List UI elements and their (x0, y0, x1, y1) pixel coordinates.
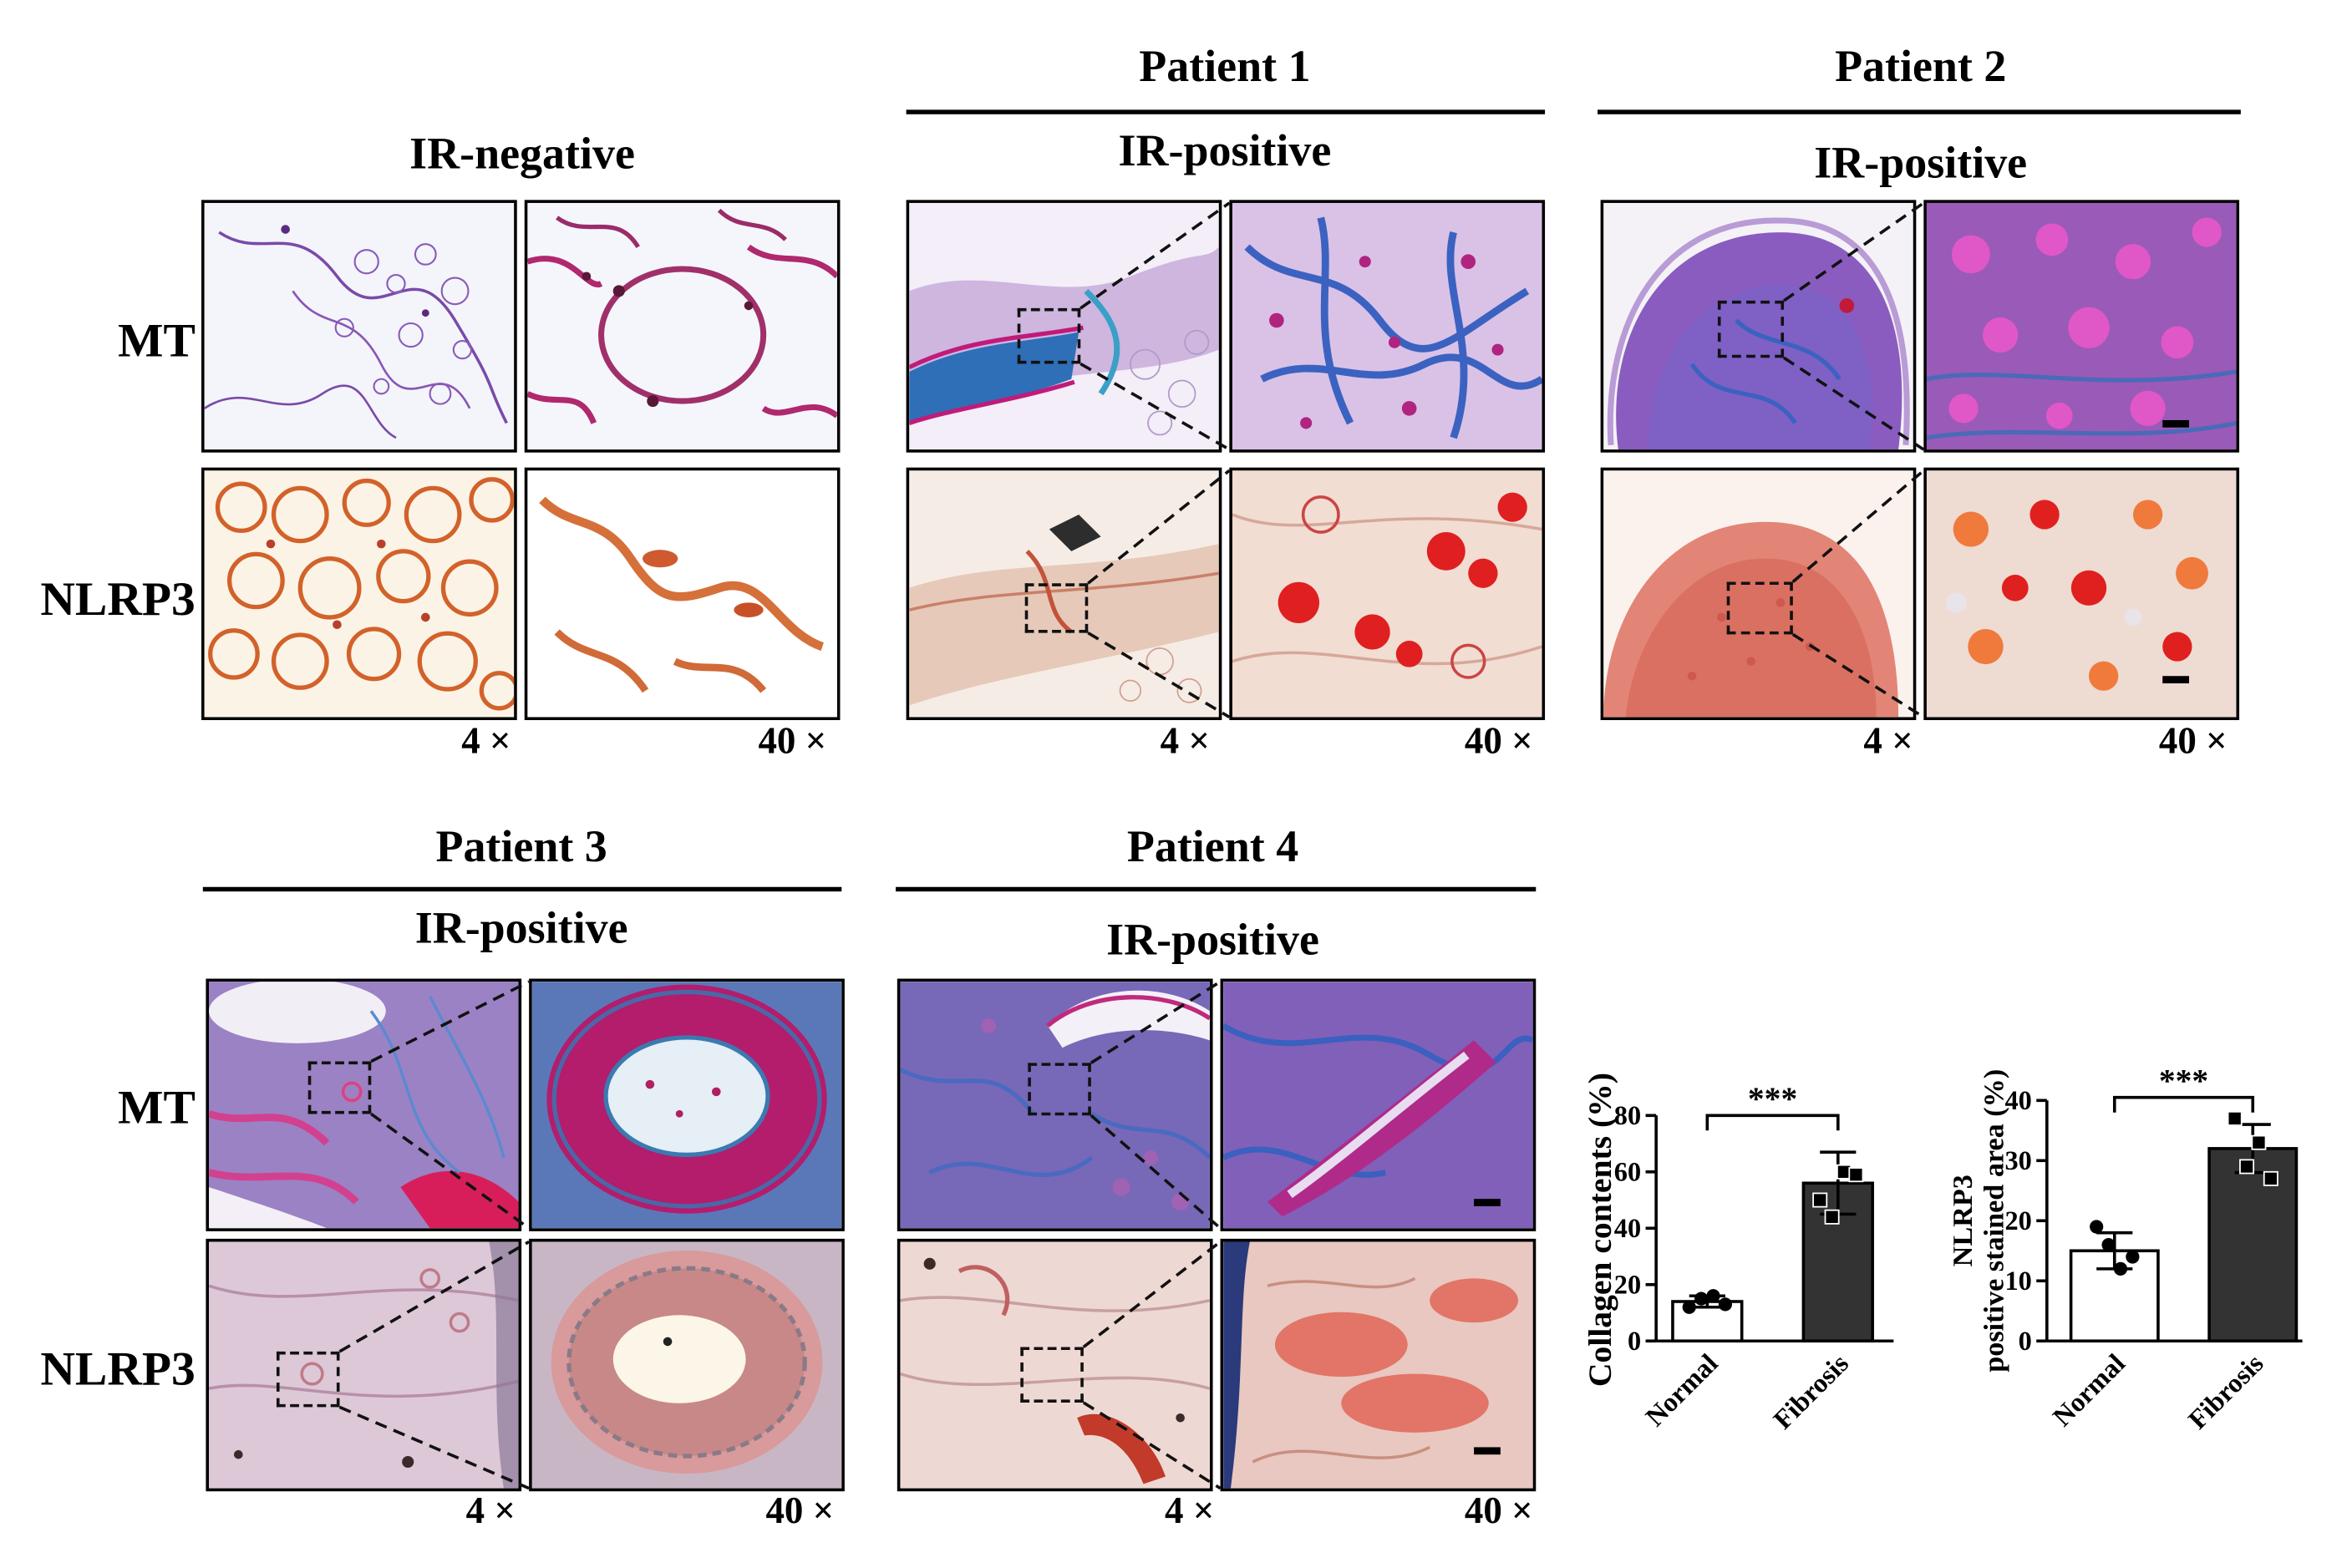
chart2-data-point (2113, 1261, 2128, 1276)
micrograph-patient4-nlrp3-40x (1220, 1238, 1537, 1492)
chart2-data-point (2090, 1220, 2104, 1234)
chart1-y-tick-label: 0 (1628, 1327, 1641, 1357)
row-label-mt-top: MT (118, 312, 196, 368)
chart2-x-label-fibrosis: Fibrosis (2182, 1348, 2269, 1435)
micrograph-ir-negative-mt-40x (524, 200, 841, 453)
mag-label-4x-ir-negative: 4 × (461, 721, 511, 763)
chart2-significance-bracket (2112, 1095, 2255, 1113)
micrograph-ir-negative-nlrp3-40x (524, 467, 841, 721)
micrograph-patient2-mt-40x (1923, 200, 2240, 453)
chart2-data-point (2101, 1237, 2116, 1252)
chart1-data-point (1706, 1289, 1720, 1303)
header-ir-positive-p2: IR-positive (1814, 138, 2028, 188)
micrograph-patient1-nlrp3-40x (1229, 467, 1546, 721)
row-label-nlrp3-bottom: NLRP3 (40, 1341, 196, 1396)
micrograph-patient2-nlrp3-40x (1923, 467, 2240, 721)
header-ir-negative: IR-negative (409, 129, 635, 180)
chart2-y-tick-label: 20 (2004, 1206, 2031, 1236)
micrograph-patient3-mt-40x (529, 978, 845, 1231)
mag-label-40x-patient3: 40 × (765, 1491, 835, 1532)
zoom-box-patient3-mt (307, 1061, 372, 1114)
micrograph-ir-negative-mt-4x (201, 200, 517, 453)
zoom-box-patient2-nlrp3 (1726, 581, 1793, 635)
chart1-y-tick-label: 40 (1614, 1214, 1641, 1244)
chart1-data-point (1812, 1192, 1828, 1208)
chart1-significance-bracket (1705, 1114, 1840, 1131)
chart1-data-point (1824, 1209, 1840, 1225)
chart1-data-point (1848, 1167, 1864, 1183)
zoom-box-patient4-mt (1028, 1063, 1091, 1116)
chart1-data-point (1682, 1300, 1696, 1314)
header-patient-3: Patient 3 (435, 822, 607, 872)
mag-label-4x-patient2: 4 × (1863, 721, 1913, 763)
chart2-bar-fibrosis (2207, 1147, 2299, 1343)
patient-4-rule (896, 886, 1537, 892)
row-label-nlrp3-top: NLRP3 (40, 571, 196, 626)
chart2-y-tick-label: 0 (2019, 1327, 2032, 1357)
chart2-y-tick-label: 40 (2004, 1086, 2031, 1116)
micrograph-patient4-mt-40x (1220, 978, 1537, 1231)
mag-label-4x-patient1: 4 × (1160, 721, 1210, 763)
micrograph-ir-negative-nlrp3-4x (201, 467, 517, 721)
chart2-y-tick-label: 30 (2004, 1146, 2031, 1176)
chart1-plot-area: 0 20 40 60 80 Normal Fibrosis *** (1614, 1080, 1894, 1435)
header-ir-positive-p3: IR-positive (414, 903, 628, 953)
chart1-y-tick-label: 20 (1614, 1271, 1641, 1301)
chart1-significance-label: *** (1748, 1080, 1797, 1117)
chart1-y-tick-label: 60 (1614, 1158, 1641, 1188)
mag-label-40x-patient4: 40 × (1464, 1491, 1533, 1532)
micrograph-patient1-mt-40x (1229, 200, 1546, 453)
chart2-significance-label: *** (2159, 1063, 2208, 1099)
chart2-data-point (2126, 1250, 2140, 1264)
patient-2-rule (1598, 109, 2241, 114)
mag-label-4x-patient4: 4 × (1164, 1491, 1215, 1532)
micrograph-patient3-nlrp3-4x (206, 1238, 522, 1492)
chart1-x-label-fibrosis: Fibrosis (1768, 1348, 1855, 1435)
header-patient-4: Patient 4 (1126, 822, 1299, 872)
zoom-box-patient1-mt (1017, 307, 1081, 364)
chart1-data-point (1694, 1291, 1709, 1306)
row-label-mt-bottom: MT (118, 1079, 196, 1134)
collagen-contents-chart: Collagen contents (%) 0 20 40 60 80 Normal Fib… (1582, 1073, 1894, 1435)
header-patient-2: Patient 2 (1835, 42, 2007, 92)
zoom-box-patient3-nlrp3 (276, 1351, 340, 1408)
zoom-box-patient4-nlrp3 (1020, 1347, 1084, 1403)
chart1-data-point (1718, 1297, 1733, 1312)
chart2-data-point (2239, 1159, 2255, 1175)
mag-label-40x-patient1: 40 × (1464, 721, 1533, 763)
zoom-box-patient1-nlrp3 (1024, 583, 1089, 633)
mag-label-40x-ir-negative: 40 × (758, 721, 827, 763)
header-patient-1: Patient 1 (1139, 42, 1311, 92)
chart2-y-tick-label: 10 (2004, 1266, 2031, 1297)
chart1-y-axis-label: Collagen contents (%) (1582, 1073, 1618, 1387)
patient-3-rule (202, 886, 842, 892)
chart2-y-axis-label-line1: NLRP3 (1953, 1175, 1979, 1266)
chart2-data-point (2263, 1170, 2278, 1186)
chart2-data-point (2227, 1110, 2243, 1126)
chart2-y-axis-label-line2: positive stained area (%) (1979, 1069, 2010, 1373)
mag-label-4x-patient3: 4 × (465, 1491, 516, 1532)
chart2-x-label-normal: Normal (2047, 1348, 2131, 1433)
header-ir-positive-p1: IR-positive (1118, 126, 1332, 176)
mag-label-40x-patient2: 40 × (2158, 721, 2228, 763)
nlrp3-stained-area-chart: NLRP3 positive stained area (%) 0 10 20 30 4… (1953, 1063, 2303, 1435)
chart2-data-point (2251, 1134, 2267, 1150)
header-ir-positive-p4: IR-positive (1106, 915, 1319, 966)
chart2-plot-area: 0 10 20 30 40 Normal Fibrosis *** (2004, 1063, 2303, 1435)
chart1-x-label-normal: Normal (1640, 1348, 1724, 1433)
micrograph-patient3-nlrp3-40x (529, 1238, 845, 1492)
chart1-y-tick-label: 80 (1614, 1101, 1641, 1131)
patient-1-rule (906, 109, 1546, 114)
zoom-box-patient2-mt (1717, 300, 1785, 358)
